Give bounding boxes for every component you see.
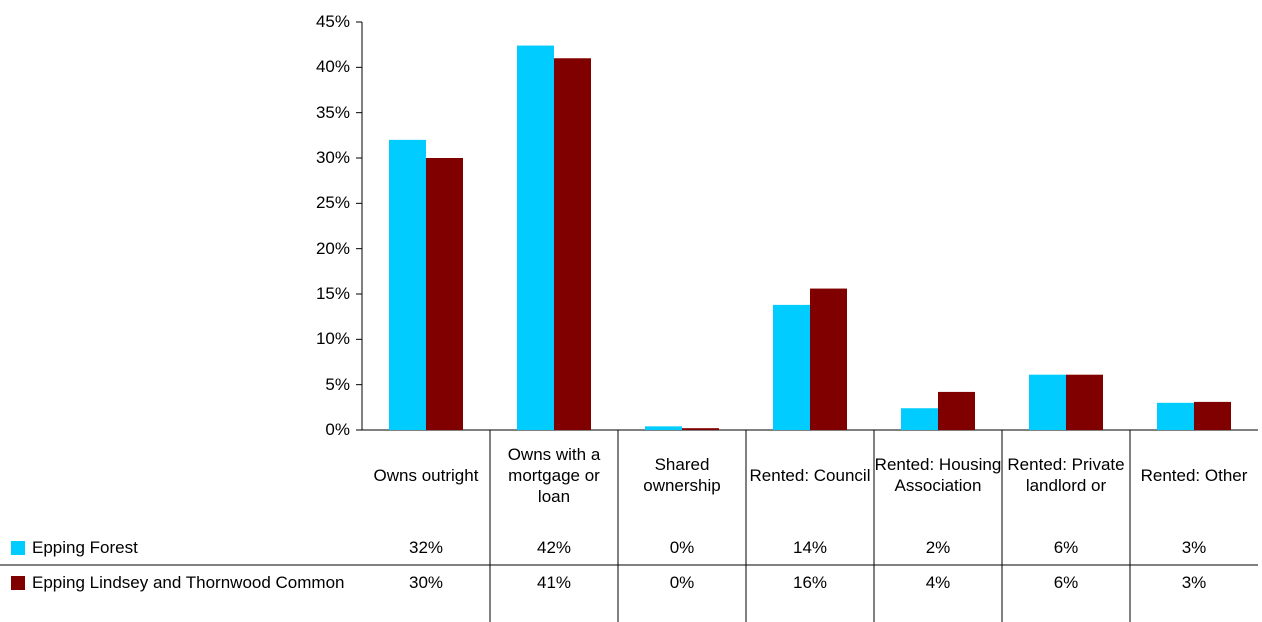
bar [1157,402,1194,430]
table-value: 42% [536,538,572,557]
bar [1029,374,1066,430]
x-tick-label: Owns outright [373,465,479,485]
table-value: 2% [925,538,951,557]
table-value: 41% [536,573,572,592]
bar [389,139,426,430]
x-tick-label: Rented: Other [1140,465,1248,485]
x-tick-label: Shared ownership [643,455,721,495]
bar [517,45,554,430]
legend-label: Epping Lindsey and Thornwood Common [32,573,345,592]
table-value: 6% [1053,573,1079,592]
legend-key [11,541,25,555]
table-value: 0% [669,538,695,557]
bar [645,426,682,430]
y-tick-label: 30% [315,148,350,167]
bar [901,408,938,430]
y-tick-label: 35% [315,102,350,122]
table-value: 3% [1181,538,1207,557]
bar [773,304,810,430]
y-tick-label: 0% [325,420,350,439]
table-value: 14% [792,538,828,557]
y-tick-label: 10% [315,329,350,349]
y-tick-label: 25% [315,193,350,213]
table-value: 16% [792,573,828,592]
table-value: 3% [1181,573,1207,592]
y-tick-label: 40% [315,57,350,77]
bar [426,158,463,430]
x-tick-label: Rented: Council [749,465,871,485]
table-value: 0% [669,573,695,592]
legend-key [11,576,25,590]
bar [938,391,975,430]
y-tick-label: 15% [315,284,350,303]
bar [554,58,591,431]
legend-label: Epping Forest [32,538,138,557]
x-tick-label: Owns with a mortgage or loan [507,444,601,506]
bar [1066,374,1103,430]
bar [1194,401,1231,430]
table-value: 32% [408,538,444,557]
x-tick-label: Rented: Private landlord or [1007,455,1125,495]
table-value: 30% [408,573,444,592]
bar [682,428,719,430]
bar [810,288,847,430]
y-tick-label: 20% [315,238,350,258]
table-value: 4% [925,573,951,592]
y-tick-label: 5% [325,374,350,394]
x-tick-label: Rented: Housing Association [874,455,1002,495]
y-tick-label: 45% [315,12,350,31]
table-value: 6% [1053,538,1079,557]
